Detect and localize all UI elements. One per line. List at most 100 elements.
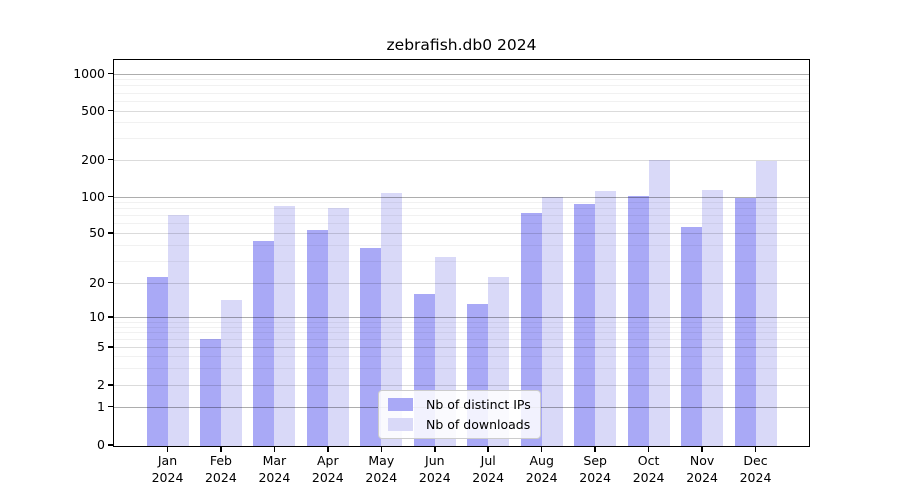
legend-label-downloads: Nb of downloads bbox=[426, 417, 531, 432]
month-label: Dec bbox=[743, 453, 768, 468]
ytick-mark-5 bbox=[108, 346, 113, 348]
ytick-label-2: 2 bbox=[97, 377, 105, 392]
legend: Nb of distinct IPs Nb of downloads bbox=[378, 390, 541, 439]
bar-distinct-ips-dec bbox=[734, 198, 756, 446]
xtick-mark-mar bbox=[273, 447, 276, 452]
year-label: 2024 bbox=[365, 469, 398, 485]
month-label: Jun bbox=[425, 453, 445, 468]
ytick-mark-1 bbox=[108, 405, 113, 408]
year-label: 2024 bbox=[204, 469, 237, 485]
year-label: 2024 bbox=[472, 469, 505, 485]
year-label: 2024 bbox=[258, 469, 291, 485]
gridline-10 bbox=[114, 317, 809, 318]
bar-distinct-ips-oct bbox=[627, 196, 649, 446]
bar-downloads-nov bbox=[702, 189, 724, 446]
bar-distinct-ips-apr bbox=[306, 229, 328, 446]
xtick-label-apr: Apr 2024 bbox=[300, 453, 356, 486]
gridline-5 bbox=[114, 347, 809, 348]
bar-downloads-sep bbox=[595, 190, 617, 446]
xtick-label-may: May 2024 bbox=[353, 453, 409, 486]
chart-title: zebrafish.db0 2024 bbox=[386, 36, 537, 54]
legend-label-distinct-ips: Nb of distinct IPs bbox=[426, 397, 531, 412]
legend-item-downloads: Nb of downloads bbox=[388, 417, 531, 432]
gridline-1000 bbox=[114, 73, 809, 75]
gridline-200 bbox=[114, 159, 809, 161]
gridline-minor bbox=[114, 368, 809, 370]
gridline-minor bbox=[114, 223, 809, 225]
xtick-mark-apr bbox=[327, 447, 329, 452]
bar-downloads-may bbox=[381, 193, 403, 446]
year-label: 2024 bbox=[151, 469, 184, 485]
xtick-label-jan: Jan 2024 bbox=[140, 453, 196, 486]
gridline-minor bbox=[114, 326, 809, 328]
bar-distinct-ips-feb bbox=[199, 339, 221, 446]
gridline-50 bbox=[114, 233, 809, 234]
gridline-minor bbox=[114, 339, 809, 341]
xtick-label-oct: Oct 2024 bbox=[621, 453, 677, 486]
year-label: 2024 bbox=[525, 469, 558, 485]
legend-item-distinct-ips: Nb of distinct IPs bbox=[388, 397, 531, 412]
xtick-label-sep: Sep 2024 bbox=[567, 453, 623, 486]
gridline-minor bbox=[114, 85, 809, 87]
ytick-label-0: 0 bbox=[97, 437, 105, 452]
ytick-mark-0 bbox=[108, 444, 113, 446]
bar-distinct-ips-may bbox=[360, 247, 382, 446]
year-label: 2024 bbox=[311, 469, 344, 485]
bar-downloads-oct bbox=[648, 159, 670, 446]
bar-downloads-feb bbox=[220, 300, 242, 446]
xtick-label-mar: Mar 2024 bbox=[246, 453, 302, 486]
gridline-minor bbox=[114, 208, 809, 210]
bar-distinct-ips-jan bbox=[146, 277, 168, 446]
gridline-minor bbox=[114, 215, 809, 217]
ytick-label-1: 1 bbox=[97, 398, 105, 414]
year-label: 2024 bbox=[686, 469, 718, 485]
bar-distinct-ips-nov bbox=[681, 227, 703, 446]
month-label: Sep bbox=[583, 453, 607, 468]
bar-distinct-ips-aug bbox=[520, 213, 542, 446]
ytick-label-1000: 1000 bbox=[73, 65, 105, 81]
month-label: Aug bbox=[529, 453, 554, 468]
xtick-mark-jan bbox=[166, 447, 169, 452]
gridline-minor bbox=[114, 245, 809, 247]
month-label: Nov bbox=[689, 453, 715, 468]
ytick-mark-500 bbox=[108, 109, 113, 112]
month-label: Oct bbox=[637, 453, 660, 468]
xtick-label-nov: Nov 2024 bbox=[674, 453, 730, 486]
year-label: 2024 bbox=[418, 469, 451, 485]
month-label: May bbox=[368, 453, 395, 468]
gridline-20 bbox=[114, 282, 809, 284]
legend-swatch-downloads bbox=[388, 418, 413, 431]
ytick-mark-1000 bbox=[108, 72, 113, 75]
ytick-label-5: 5 bbox=[97, 339, 105, 354]
xtick-label-jul: Jul 2024 bbox=[460, 453, 516, 486]
legend-swatch-distinct-ips bbox=[388, 398, 413, 411]
gridline-minor bbox=[114, 332, 809, 334]
xtick-label-jun: Jun 2024 bbox=[407, 453, 463, 486]
gridline-minor bbox=[114, 321, 809, 323]
xtick-label-feb: Feb 2024 bbox=[193, 453, 249, 486]
ytick-label-500: 500 bbox=[81, 102, 105, 118]
ytick-mark-100 bbox=[108, 195, 113, 198]
plot-area: Nb of distinct IPs Nb of downloads bbox=[113, 59, 810, 447]
gridline-500 bbox=[114, 110, 809, 112]
ytick-mark-200 bbox=[108, 158, 113, 161]
bar-distinct-ips-sep bbox=[574, 204, 596, 446]
xtick-mark-feb bbox=[220, 447, 222, 452]
ytick-label-50: 50 bbox=[89, 225, 105, 240]
bar-distinct-ips-mar bbox=[253, 241, 275, 446]
ytick-label-100: 100 bbox=[81, 188, 105, 204]
xtick-mark-nov bbox=[701, 447, 703, 452]
ytick-label-20: 20 bbox=[89, 274, 105, 290]
xtick-mark-dec bbox=[754, 447, 757, 452]
gridline-minor bbox=[114, 100, 809, 102]
xtick-mark-jul bbox=[487, 447, 489, 452]
xtick-mark-sep bbox=[594, 447, 596, 452]
gridline-minor bbox=[114, 260, 809, 262]
gridline-minor bbox=[114, 79, 809, 81]
xtick-mark-may bbox=[380, 447, 383, 452]
bar-downloads-apr bbox=[327, 208, 349, 446]
ytick-label-10: 10 bbox=[89, 309, 105, 324]
ytick-mark-20 bbox=[108, 281, 113, 284]
xtick-mark-aug bbox=[540, 447, 543, 452]
